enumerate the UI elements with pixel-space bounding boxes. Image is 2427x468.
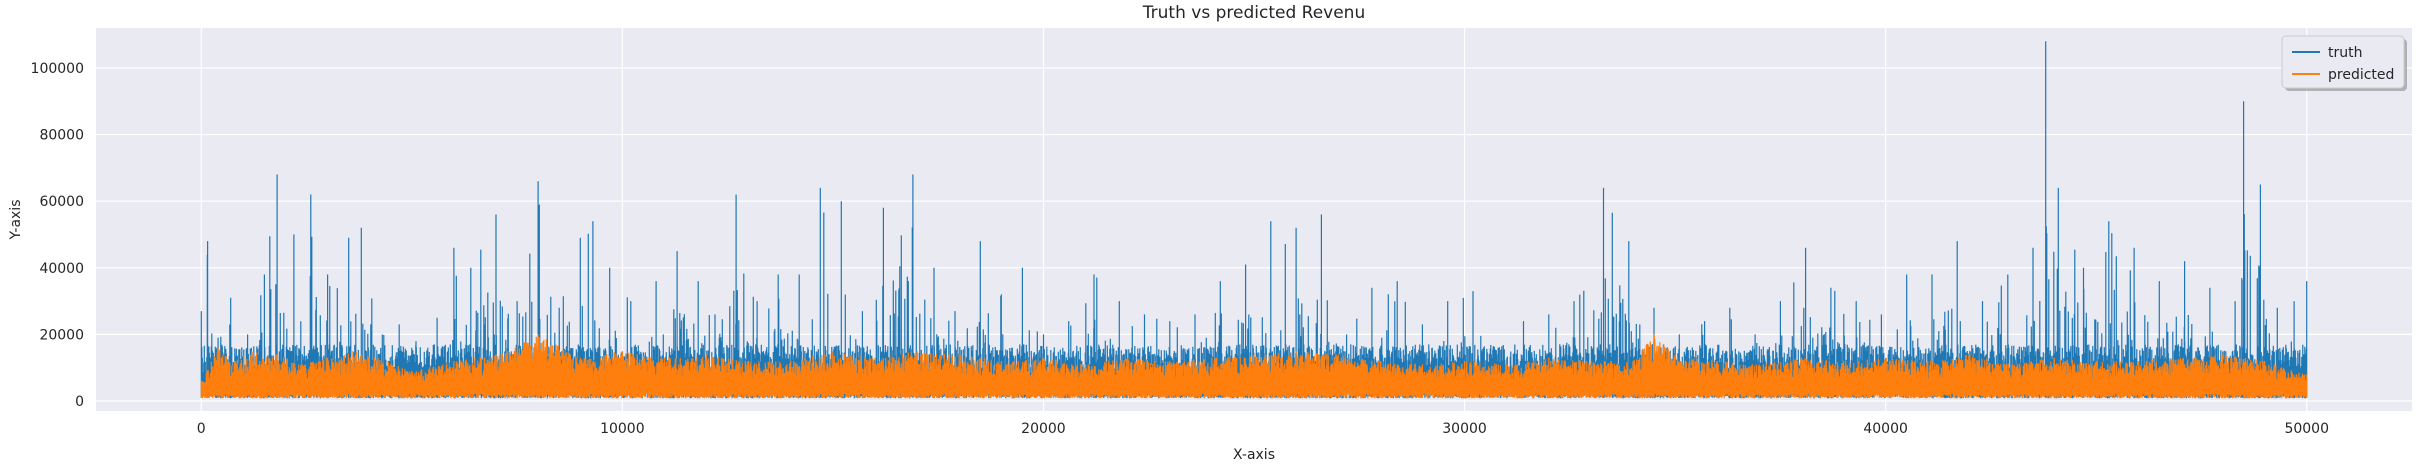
grid — [96, 28, 2412, 411]
chart-title: Truth vs predicted Revenu — [1142, 3, 1365, 23]
y-tick-label: 100000 — [31, 61, 84, 77]
y-axis-label: Y-axis — [8, 200, 24, 241]
legend: truth predicted — [2281, 35, 2407, 91]
y-tick-label: 60000 — [39, 194, 84, 210]
series-line-predicted — [200, 334, 2308, 399]
y-tick-label: 20000 — [39, 327, 84, 343]
plot-area — [96, 28, 2412, 411]
x-tick-label: 30000 — [1442, 421, 1487, 437]
y-axis-ticks: 0 20000 40000 60000 80000 100000 — [31, 61, 84, 410]
legend-label-predicted: predicted — [2328, 67, 2394, 83]
x-tick-label: 20000 — [1021, 421, 1066, 437]
x-tick-label: 0 — [197, 421, 206, 437]
y-tick-label: 40000 — [39, 261, 84, 277]
series-layer — [200, 41, 2308, 399]
y-tick-label: 80000 — [39, 128, 84, 144]
x-axis-ticks: 0 10000 20000 30000 40000 50000 — [197, 421, 2329, 437]
x-tick-label: 10000 — [600, 421, 645, 437]
y-tick-label: 0 — [75, 394, 84, 410]
x-axis-label: X-axis — [1233, 447, 1275, 463]
legend-label-truth: truth — [2328, 45, 2362, 61]
x-tick-label: 40000 — [1863, 421, 1908, 437]
x-tick-label: 50000 — [2284, 421, 2329, 437]
